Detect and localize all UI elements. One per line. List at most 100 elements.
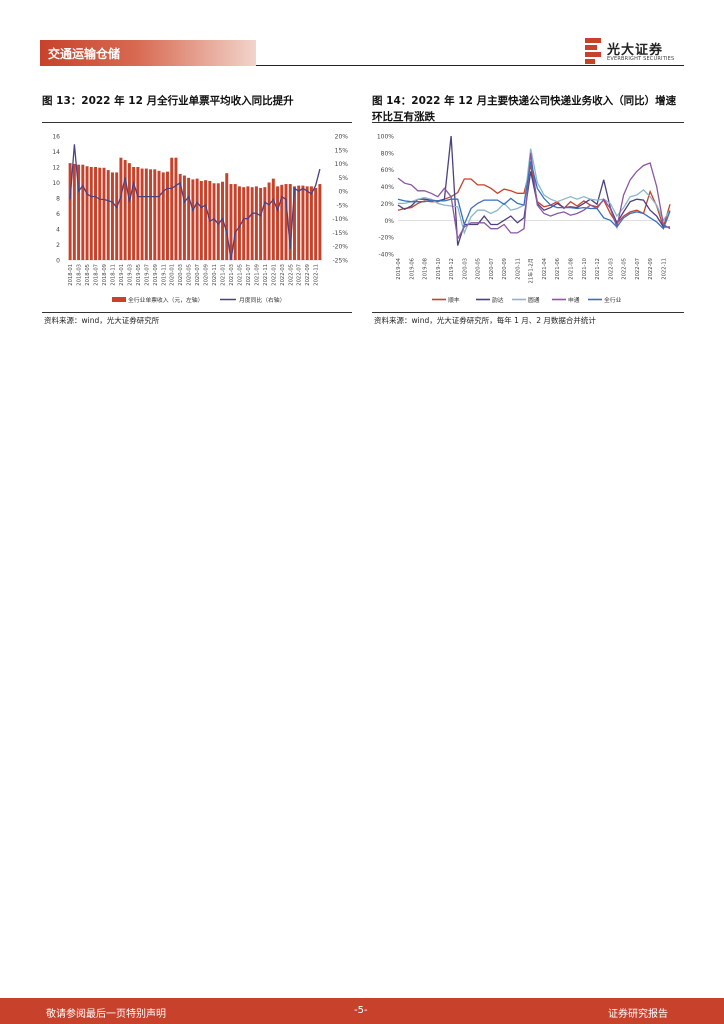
bar-unit-revenue (254, 186, 258, 260)
bar-unit-revenue (318, 184, 322, 260)
bar-unit-revenue (115, 172, 119, 260)
bar-unit-revenue (199, 180, 203, 260)
bar-unit-revenue (242, 187, 246, 260)
x-tick-label: 2020-01 (170, 264, 176, 286)
bar-unit-revenue (297, 185, 301, 260)
x-tick-label: 2021-04 (542, 257, 548, 279)
x-tick-label: 2021-06 (555, 258, 561, 280)
x-tick-label: 2018-01 (68, 264, 74, 286)
x-tick-label: 2021-12 (595, 258, 601, 280)
bar-unit-revenue (182, 175, 186, 260)
bar-unit-revenue (246, 186, 250, 260)
x-tick-label: 2019-01 (119, 264, 125, 286)
header-rule (256, 65, 684, 66)
y-axis-tick-label: 100% (377, 134, 394, 141)
page-number: -5- (354, 1005, 368, 1016)
x-tick-label: 2018-09 (102, 264, 108, 286)
x-tick-label: 2020-07 (489, 258, 495, 280)
bar-unit-revenue (110, 172, 114, 260)
x-tick-label: 2021-11 (263, 264, 269, 286)
legend-label: 全行业 (604, 296, 622, 304)
bar-unit-revenue (123, 160, 127, 260)
x-tick-label: 2019-06 (409, 258, 415, 280)
left-axis-tick-label: 6 (56, 211, 60, 218)
right-axis-tick-label: 5% (338, 175, 348, 182)
bar-unit-revenue (136, 167, 140, 260)
x-tick-label: 2019-07 (144, 264, 150, 286)
bar-unit-revenue (187, 177, 191, 260)
left-axis-tick-label: 8 (56, 196, 60, 203)
legend-label-bar: 全行业单票收入（元，左轴） (128, 296, 203, 304)
bar-unit-revenue (225, 173, 229, 260)
left-axis-tick-label: 4 (56, 227, 60, 234)
x-tick-label: 2022-11 (661, 258, 667, 280)
bar-unit-revenue (72, 163, 76, 260)
line-圆通 (398, 148, 671, 235)
x-tick-label: 2019-10 (436, 258, 442, 280)
x-tick-label: 2021-01 (221, 264, 227, 286)
y-axis-tick-label: -20% (378, 235, 394, 242)
x-tick-label: 2020-03 (462, 258, 468, 280)
x-tick-label: 2022-03 (280, 264, 286, 286)
x-tick-label: 2020-11 (212, 264, 218, 286)
line-全行业 (397, 161, 671, 230)
bar-unit-revenue (195, 178, 199, 260)
x-tick-label: 2020-11 (515, 258, 521, 280)
line-yoy-growth (69, 144, 321, 261)
bar-unit-revenue (314, 187, 318, 260)
line-申通 (397, 152, 671, 241)
left-axis-tick-label: 2 (56, 242, 60, 249)
bar-unit-revenue (127, 163, 131, 260)
bar-unit-revenue (119, 157, 123, 260)
bar-unit-revenue (284, 184, 288, 260)
bar-unit-revenue (106, 170, 110, 260)
line-韵达 (397, 136, 670, 246)
x-tick-label: 2022-05 (288, 264, 294, 286)
x-tick-label: 2020-05 (187, 264, 193, 286)
y-axis-tick-label: 40% (381, 184, 395, 191)
x-tick-label: 2020-07 (195, 264, 201, 286)
y-axis-tick-label: 60% (381, 167, 395, 174)
bar-unit-revenue (85, 166, 89, 260)
y-axis-tick-label: 80% (381, 150, 395, 157)
right-axis-tick-label: -15% (332, 230, 348, 237)
x-tick-label: 2022-11 (314, 264, 320, 286)
x-tick-label: 2018-05 (85, 264, 91, 286)
section-title: 交通运输仓储 (48, 47, 121, 61)
legend-label: 顺丰 (448, 296, 460, 304)
x-tick-label: 2019-08 (423, 258, 429, 280)
left-axis-tick-label: 16 (52, 134, 60, 141)
bar-unit-revenue (77, 164, 81, 260)
x-tick-label: 2018-11 (110, 264, 116, 286)
everbright-logo-icon (585, 38, 601, 64)
x-tick-label: 2019-03 (127, 264, 133, 286)
bar-unit-revenue (263, 187, 267, 260)
logo-en-text: EVERBRIGHT SECURITIES (607, 56, 675, 62)
bar-unit-revenue (204, 180, 208, 260)
bar-unit-revenue (157, 170, 161, 260)
bar-unit-revenue (98, 167, 102, 260)
company-logo: 光大证券 EVERBRIGHT SECURITIES (585, 38, 685, 68)
bar-unit-revenue (305, 186, 309, 260)
figure-14-bottom-rule (372, 312, 684, 313)
figure-14-chart: -40% -20% 0% 20% 40% 60% 80% 100% 2019-04 2019-06… (377, 134, 671, 304)
bar-unit-revenue (309, 186, 313, 260)
figure-14-source: 资料来源：wind，光大证券研究所，每年 1 月、2 月数据合并统计 (374, 316, 596, 325)
x-tick-label: 2021-03 (229, 264, 235, 286)
x-tick-label: 2019-12 (449, 258, 455, 280)
bar-unit-revenue (250, 187, 254, 260)
bar-unit-revenue (301, 185, 305, 260)
bar-unit-revenue (132, 167, 136, 260)
y-axis-tick-label: -40% (378, 252, 394, 259)
bar-unit-revenue (280, 184, 284, 260)
y-axis-tick-label: 20% (381, 201, 395, 208)
bar-unit-revenue (216, 183, 220, 260)
x-tick-label: 2022-09 (305, 264, 311, 286)
bar-unit-revenue (229, 184, 233, 260)
x-tick-label: 2021-05 (237, 264, 243, 286)
x-tick-label: 2021-07 (246, 264, 252, 286)
x-tick-label: 2019-09 (153, 264, 159, 286)
legend-label-line: 月度同比（右轴） (239, 296, 285, 304)
x-tick-label: 2020-03 (178, 264, 184, 286)
x-tick-label: 2019-04 (396, 257, 402, 279)
